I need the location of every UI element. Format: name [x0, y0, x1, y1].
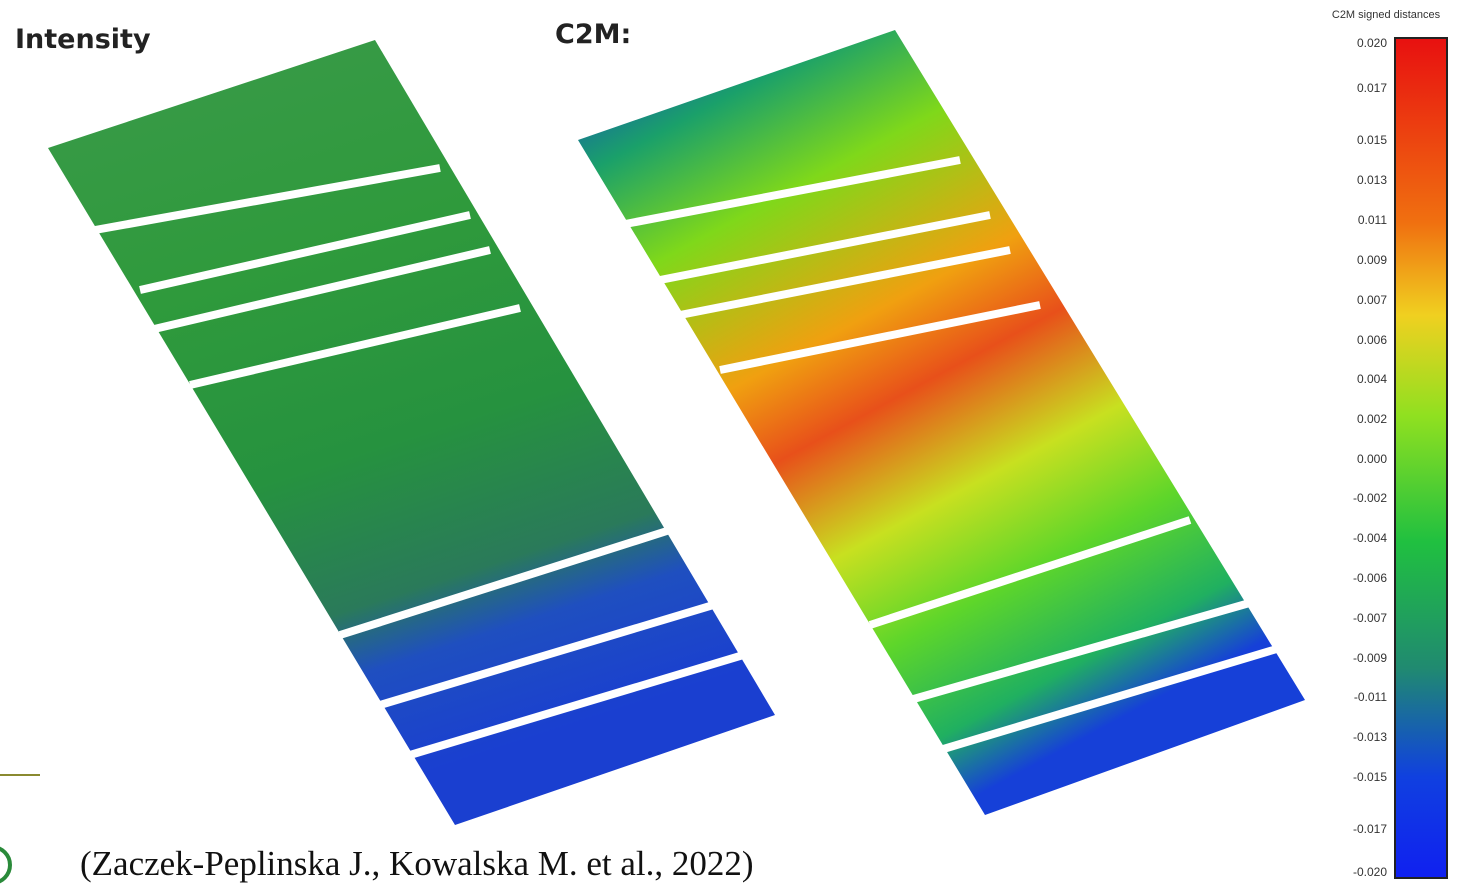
- tick-label: 0.000: [1357, 452, 1387, 466]
- intensity-cloud: [48, 40, 775, 825]
- colorbar: [1394, 37, 1448, 879]
- tick-label: 0.020: [1357, 36, 1387, 50]
- tick-label: -0.007: [1353, 611, 1387, 625]
- c2m-cloud: [578, 30, 1305, 815]
- tick-label: -0.020: [1353, 865, 1387, 879]
- colorbar-title: C2M signed distances: [1332, 9, 1441, 21]
- tick-label: 0.004: [1357, 372, 1387, 386]
- tick-label: -0.004: [1353, 531, 1387, 545]
- tick-label: -0.017: [1353, 822, 1387, 836]
- tick-label: 0.017: [1357, 81, 1387, 95]
- tick-label: -0.006: [1353, 571, 1387, 585]
- tick-label: -0.013: [1353, 730, 1387, 744]
- tick-label: 0.002: [1357, 412, 1387, 426]
- tick-label: 0.006: [1357, 333, 1387, 347]
- tick-label: 0.011: [1358, 213, 1387, 227]
- tick-label: -0.009: [1353, 651, 1387, 665]
- panel-title: Intensity: [15, 24, 151, 55]
- tick-label: 0.015: [1357, 133, 1387, 147]
- colorbar-ticks: 0.020 0.017 0.015 0.013 0.011 0.009 0.007 0.006…: [1353, 36, 1387, 879]
- decor-logo: [0, 846, 12, 884]
- tick-label: -0.015: [1353, 770, 1387, 784]
- tick-label: 0.009: [1357, 253, 1387, 267]
- cloud-gaps: [94, 156, 1292, 759]
- citation: (Zaczek-Peplinska J., Kowalska M. et al.…: [80, 844, 754, 883]
- tick-label: -0.002: [1353, 491, 1387, 505]
- panel-title: C2M:: [555, 19, 631, 50]
- tick-label: -0.011: [1354, 690, 1387, 704]
- tick-label: 0.007: [1357, 293, 1387, 307]
- tick-label: 0.013: [1357, 173, 1387, 187]
